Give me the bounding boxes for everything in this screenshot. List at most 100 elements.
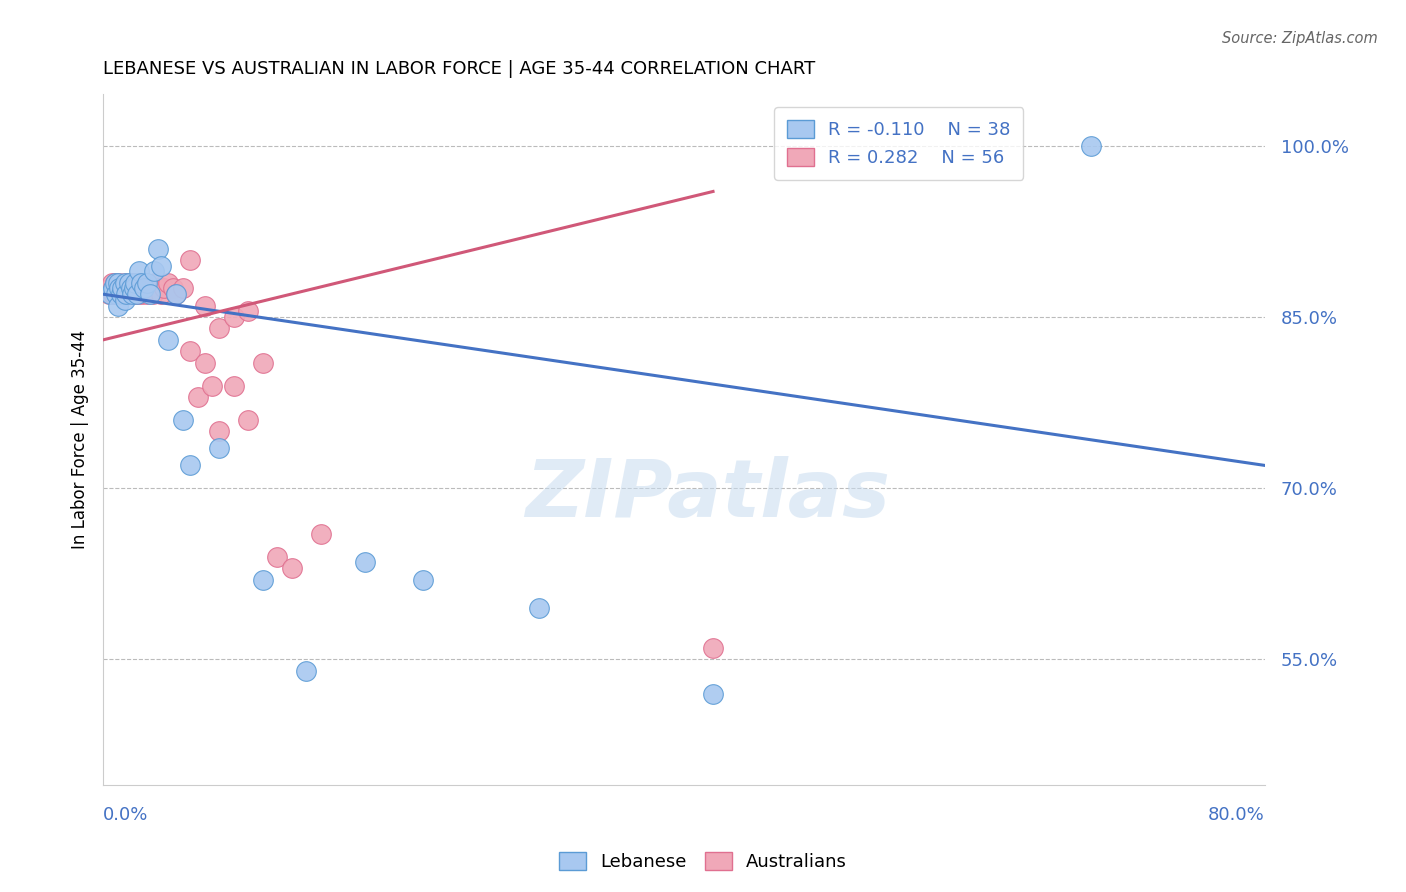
Point	[107, 281, 129, 295]
Point	[100, 287, 122, 301]
Point	[120, 281, 142, 295]
Point	[114, 293, 136, 307]
Point	[145, 276, 167, 290]
Point	[702, 687, 724, 701]
Point	[150, 287, 173, 301]
Point	[157, 333, 180, 347]
Point	[186, 390, 208, 404]
Point	[108, 281, 131, 295]
Point	[135, 287, 157, 301]
Point	[162, 281, 184, 295]
Point	[124, 281, 146, 295]
Point	[172, 281, 194, 295]
Point	[118, 276, 141, 290]
Point	[208, 442, 231, 456]
Text: 80.0%: 80.0%	[1208, 805, 1265, 823]
Point	[125, 276, 148, 290]
Point	[105, 287, 128, 301]
Point	[107, 299, 129, 313]
Point	[135, 276, 157, 290]
Point	[107, 276, 129, 290]
Point	[103, 287, 125, 301]
Point	[114, 276, 136, 290]
Point	[281, 561, 304, 575]
Point	[121, 281, 143, 295]
Point	[194, 356, 217, 370]
Point	[295, 664, 318, 678]
Legend: R = -0.110    N = 38, R = 0.282    N = 56: R = -0.110 N = 38, R = 0.282 N = 56	[775, 107, 1024, 180]
Point	[101, 276, 124, 290]
Point	[110, 287, 132, 301]
Point	[527, 601, 550, 615]
Point	[412, 573, 434, 587]
Point	[128, 276, 150, 290]
Y-axis label: In Labor Force | Age 35-44: In Labor Force | Age 35-44	[72, 330, 89, 549]
Point	[121, 287, 143, 301]
Point	[104, 276, 127, 290]
Point	[129, 281, 152, 295]
Point	[132, 281, 155, 295]
Point	[132, 281, 155, 295]
Point	[201, 378, 224, 392]
Point	[108, 276, 131, 290]
Point	[103, 281, 125, 295]
Point	[208, 321, 231, 335]
Point	[702, 641, 724, 656]
Point	[148, 242, 170, 256]
Point	[104, 276, 127, 290]
Point	[165, 287, 187, 301]
Point	[179, 344, 201, 359]
Point	[122, 287, 145, 301]
Point	[157, 276, 180, 290]
Point	[142, 264, 165, 278]
Point	[138, 281, 160, 295]
Point	[222, 378, 245, 392]
Point	[165, 287, 187, 301]
Point	[353, 556, 375, 570]
Point	[107, 287, 129, 301]
Point	[179, 252, 201, 267]
Point	[115, 281, 138, 295]
Point	[122, 281, 145, 295]
Point	[114, 276, 136, 290]
Point	[222, 310, 245, 324]
Point	[115, 287, 138, 301]
Point	[138, 287, 160, 301]
Point	[1080, 138, 1102, 153]
Point	[117, 287, 139, 301]
Text: 0.0%: 0.0%	[103, 805, 149, 823]
Point	[131, 287, 153, 301]
Point	[97, 287, 120, 301]
Point	[120, 276, 142, 290]
Point	[104, 281, 127, 295]
Point	[208, 424, 231, 438]
Point	[172, 413, 194, 427]
Point	[129, 276, 152, 290]
Point	[125, 287, 148, 301]
Point	[266, 549, 288, 564]
Point	[153, 281, 176, 295]
Point	[238, 304, 260, 318]
Point	[141, 287, 163, 301]
Point	[112, 281, 135, 295]
Text: ZIPatlas: ZIPatlas	[524, 456, 890, 534]
Legend: Lebanese, Australians: Lebanese, Australians	[551, 845, 855, 879]
Text: Source: ZipAtlas.com: Source: ZipAtlas.com	[1222, 31, 1378, 46]
Text: LEBANESE VS AUSTRALIAN IN LABOR FORCE | AGE 35-44 CORRELATION CHART: LEBANESE VS AUSTRALIAN IN LABOR FORCE | …	[103, 60, 815, 78]
Point	[118, 281, 141, 295]
Point	[179, 458, 201, 473]
Point	[114, 287, 136, 301]
Point	[111, 287, 134, 301]
Point	[252, 573, 274, 587]
Point	[100, 281, 122, 295]
Point	[124, 276, 146, 290]
Point	[148, 281, 170, 295]
Point	[128, 264, 150, 278]
Point	[110, 281, 132, 295]
Point	[111, 281, 134, 295]
Point	[309, 527, 332, 541]
Point	[150, 259, 173, 273]
Point	[127, 287, 149, 301]
Point	[194, 299, 217, 313]
Point	[238, 413, 260, 427]
